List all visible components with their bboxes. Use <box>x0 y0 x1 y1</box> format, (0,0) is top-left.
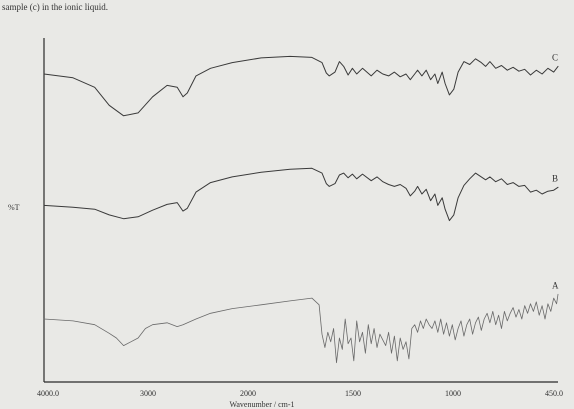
x-tick-label: 3000 <box>140 389 156 398</box>
series-line-b <box>43 167 559 222</box>
caption-text: sample (c) in the ionic liquid. <box>2 2 108 12</box>
x-tick-label: 4000.0 <box>37 389 59 398</box>
series-label-c: C <box>552 52 558 62</box>
series-labels: C B A <box>552 52 559 290</box>
series-label-a: A <box>552 280 559 290</box>
x-tick-label: 1500 <box>345 389 361 398</box>
x-tick-label: 2000 <box>240 389 256 398</box>
x-tick-label: 450.0 <box>545 389 563 398</box>
y-axis-label: %T <box>8 203 20 212</box>
spectrum-traces <box>43 55 559 364</box>
x-axis-label: Wavenumber / cm-1 <box>229 400 294 409</box>
series-line-a <box>43 293 559 364</box>
series-label-b: B <box>552 173 558 183</box>
x-tick-label: 1000 <box>445 389 461 398</box>
series-line-c <box>43 55 559 117</box>
x-ticks: 4000.0 3000 2000 1500 1000 450.0 <box>37 389 563 398</box>
